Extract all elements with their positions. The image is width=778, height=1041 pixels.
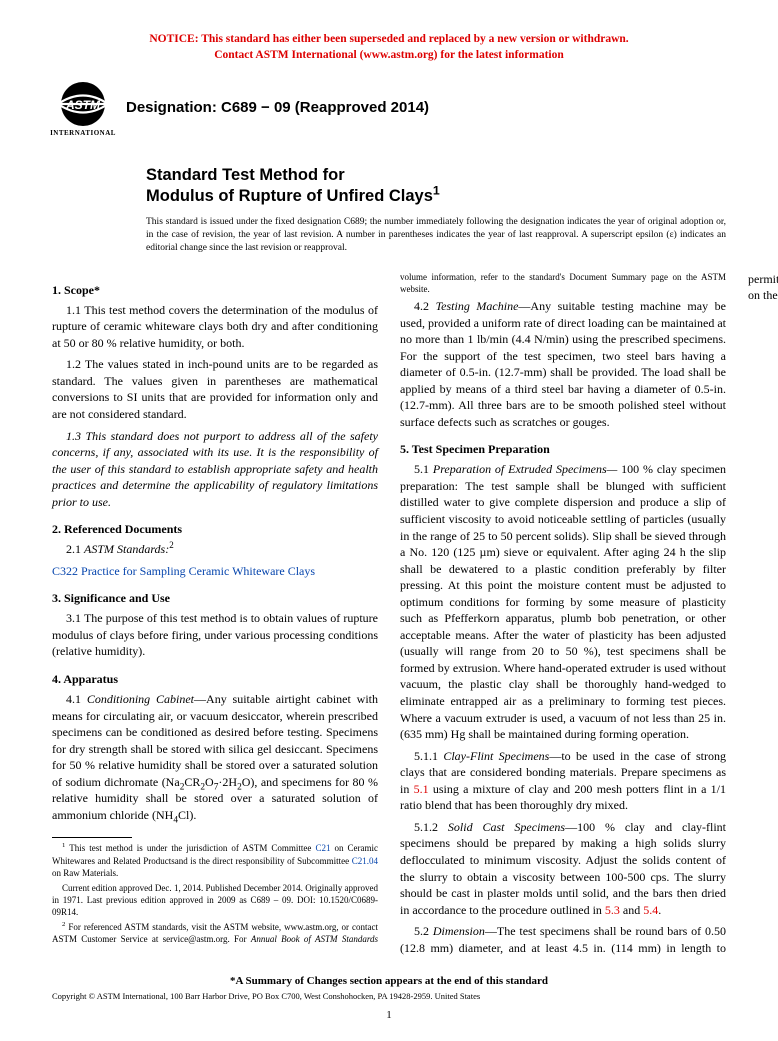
page-number: 1	[52, 1009, 726, 1021]
body-columns: 1. Scope* 1.1 This test method covers th…	[52, 271, 726, 961]
committee-c21-link[interactable]: C21	[315, 843, 330, 853]
para-5-1-1: 5.1.1 Clay-Flint Specimens—to be used in…	[400, 748, 726, 814]
ref-c322-title[interactable]: Practice for Sampling Ceramic Whiteware …	[78, 564, 315, 578]
ref-5-4-link[interactable]: 5.4	[643, 903, 658, 917]
para-4-1: 4.1 Conditioning Cabinet—Any suitable ai…	[52, 691, 378, 823]
para-4-2: 4.2 Testing Machine—Any suitable testing…	[400, 298, 726, 430]
ref-5-3-link[interactable]: 5.3	[605, 903, 620, 917]
svg-text:ASTM: ASTM	[65, 98, 101, 112]
astm-logo-text: INTERNATIONAL	[50, 129, 116, 137]
issuance-note: This standard is issued under the fixed …	[146, 216, 726, 254]
section-4-head: 4. Apparatus	[52, 672, 378, 687]
para-1-1: 1.1 This test method covers the determin…	[52, 302, 378, 352]
para-2-1: 2.1 ASTM Standards:2	[52, 541, 378, 558]
title-block: Standard Test Method for Modulus of Rupt…	[146, 165, 726, 206]
header-row: ASTM INTERNATIONAL Designation: C689 − 0…	[52, 77, 726, 137]
notice-banner: NOTICE: This standard has either been su…	[52, 32, 726, 63]
designation: Designation: C689 − 09 (Reapproved 2014)	[126, 99, 429, 116]
para-1-2: 1.2 The values stated in inch-pound unit…	[52, 356, 378, 422]
subcommittee-c2104-link[interactable]: C21.04	[352, 856, 378, 866]
ref-c322: C322 Practice for Sampling Ceramic White…	[52, 563, 378, 580]
footnote-rule	[52, 837, 132, 838]
section-5-head: 5. Test Specimen Preparation	[400, 442, 726, 457]
astm-logo: ASTM INTERNATIONAL	[52, 77, 114, 137]
para-1-3: 1.3 This standard does not purport to ad…	[52, 428, 378, 511]
footnote-1b: Current edition approved Dec. 1, 2014. P…	[52, 882, 378, 918]
para-5-1-2: 5.1.2 Solid Cast Specimens—100 % clay an…	[400, 819, 726, 918]
title-superscript: 1	[433, 183, 440, 197]
section-3-head: 3. Significance and Use	[52, 591, 378, 606]
ref-c322-code[interactable]: C322	[52, 564, 78, 578]
ref-5-1-link[interactable]: 5.1	[414, 782, 429, 796]
para-3-1: 3.1 The purpose of this test method is t…	[52, 610, 378, 660]
para-5-1: 5.1 Preparation of Extruded Specimens— 1…	[400, 461, 726, 742]
copyright: Copyright © ASTM International, 100 Barr…	[52, 991, 726, 1001]
notice-line-1: NOTICE: This standard has either been su…	[149, 33, 628, 45]
title-line-2: Modulus of Rupture of Unfired Clays1	[146, 186, 726, 207]
summary-of-changes-note: *A Summary of Changes section appears at…	[52, 975, 726, 987]
section-2-head: 2. Referenced Documents	[52, 522, 378, 537]
section-1-head: 1. Scope*	[52, 283, 378, 298]
footnote-1: 1 This test method is under the jurisdic…	[52, 842, 378, 878]
notice-line-2: Contact ASTM International (www.astm.org…	[214, 49, 564, 61]
